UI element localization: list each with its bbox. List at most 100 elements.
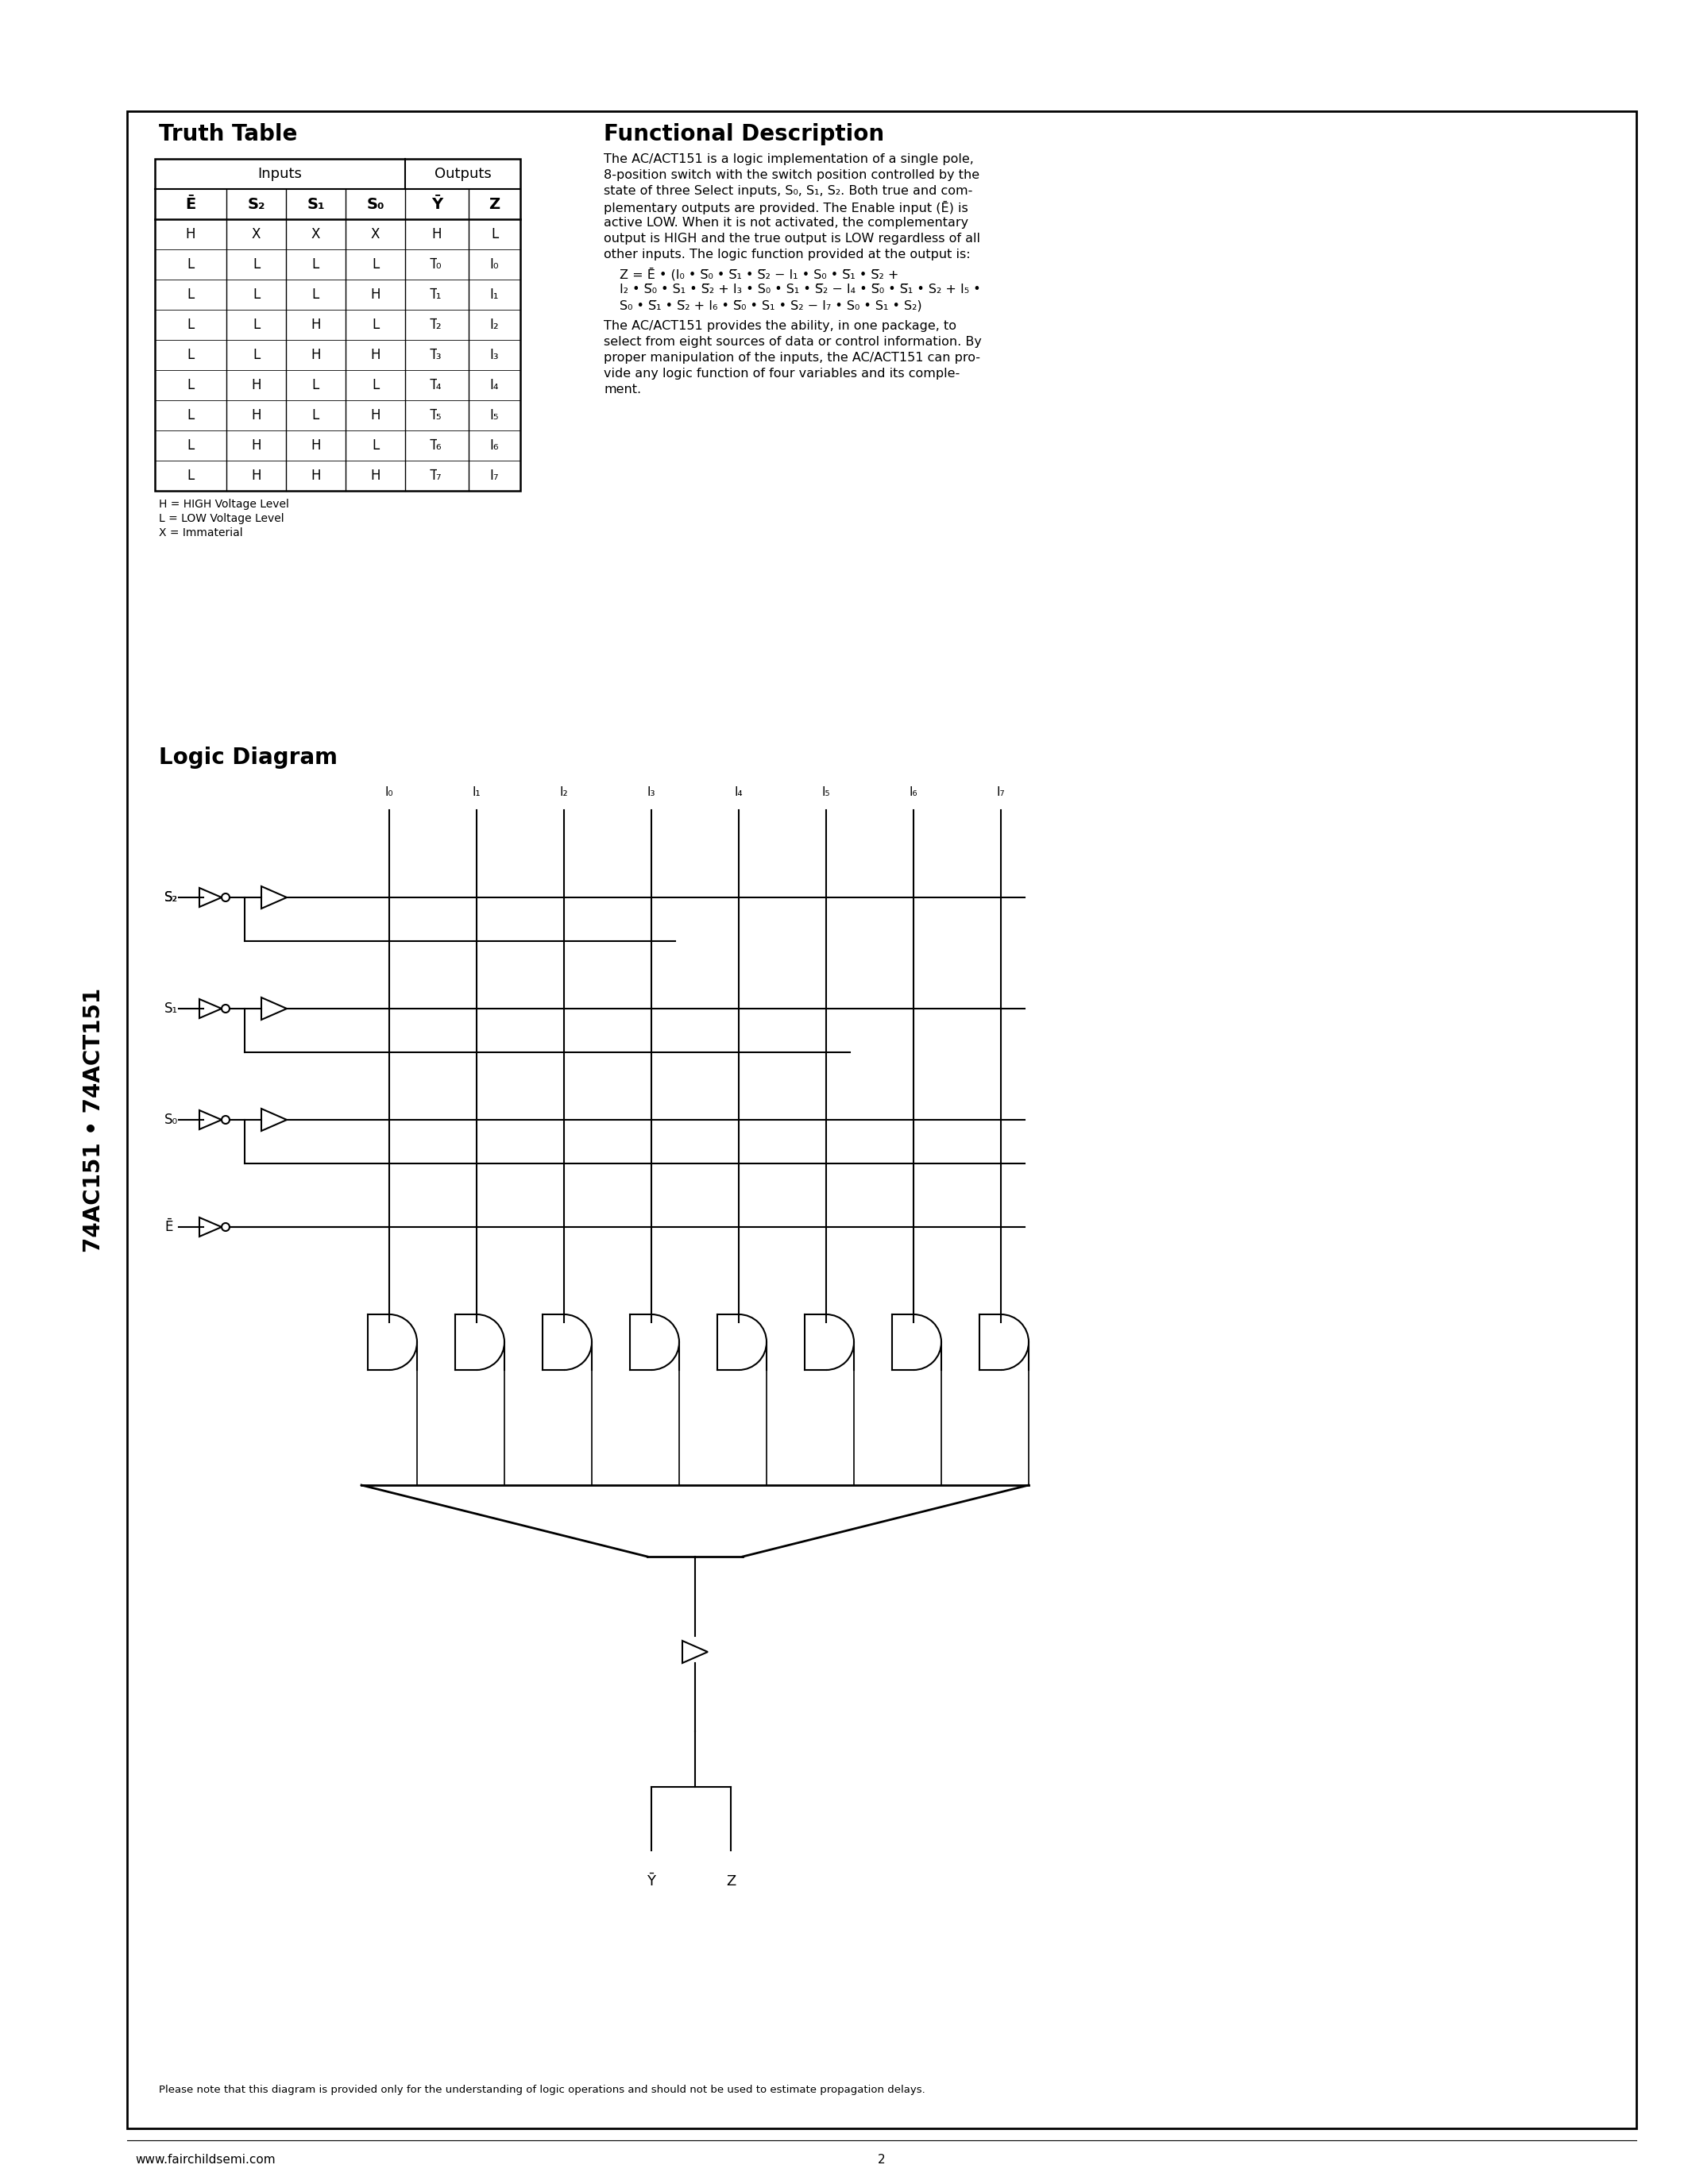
Text: L: L — [312, 408, 319, 422]
Text: H: H — [432, 227, 442, 242]
Text: The AC/ACT151 provides the ability, in one package, to: The AC/ACT151 provides the ability, in o… — [604, 321, 957, 332]
Text: Truth Table: Truth Table — [159, 122, 297, 146]
Text: L: L — [312, 378, 319, 393]
Text: I₅: I₅ — [822, 786, 830, 797]
Text: I₂ • S̅₀ • S₁ • S̅₂ + I₃ • S₀ • S₁ • S̅₂ − I₄ • S̅₀ • S̅₁ • S₂ + I₅ •: I₂ • S̅₀ • S₁ • S̅₂ + I₃ • S₀ • S₁ • S̅₂… — [619, 284, 981, 295]
Text: proper manipulation of the inputs, the AC/ACT151 can pro-: proper manipulation of the inputs, the A… — [604, 352, 981, 365]
Text: S₁: S₁ — [307, 197, 324, 212]
Bar — [127, 111, 1636, 2129]
Text: www.fairchildsemi.com: www.fairchildsemi.com — [135, 2153, 275, 2167]
Text: H: H — [252, 470, 262, 483]
Text: L: L — [371, 439, 380, 452]
Text: I̅₂: I̅₂ — [432, 317, 442, 332]
Text: L: L — [253, 317, 260, 332]
Text: I₂: I₂ — [490, 317, 500, 332]
Text: Inputs: Inputs — [258, 166, 302, 181]
Bar — [155, 159, 520, 491]
Text: 8-position switch with the switch position controlled by the: 8-position switch with the switch positi… — [604, 168, 979, 181]
Text: L: L — [491, 227, 498, 242]
Text: S₂: S₂ — [164, 891, 179, 904]
Text: plementary outputs are provided. The Enable input (Ē) is: plementary outputs are provided. The Ena… — [604, 201, 969, 214]
Text: I₇: I₇ — [996, 786, 1004, 797]
Text: L: L — [187, 439, 194, 452]
Text: Logic Diagram: Logic Diagram — [159, 747, 338, 769]
Text: H: H — [186, 227, 196, 242]
Text: H: H — [252, 439, 262, 452]
Text: L: L — [187, 258, 194, 271]
Text: S₂: S₂ — [246, 197, 265, 212]
Text: L: L — [187, 470, 194, 483]
Text: I̅₀: I̅₀ — [432, 258, 442, 271]
Text: I₆: I₆ — [490, 439, 500, 452]
Text: L: L — [187, 317, 194, 332]
Text: X = Immaterial: X = Immaterial — [159, 526, 243, 539]
Text: H: H — [311, 317, 321, 332]
Text: L: L — [187, 378, 194, 393]
Text: S₂: S₂ — [164, 891, 179, 904]
Text: I̅₇: I̅₇ — [432, 470, 442, 483]
Text: L: L — [371, 258, 380, 271]
Text: 74AC151 • 74ACT151: 74AC151 • 74ACT151 — [83, 987, 105, 1251]
Text: H: H — [311, 347, 321, 363]
Text: H: H — [370, 288, 380, 301]
Text: select from eight sources of data or control information. By: select from eight sources of data or con… — [604, 336, 982, 347]
Text: I̅₃: I̅₃ — [432, 347, 442, 363]
Text: ment.: ment. — [604, 384, 641, 395]
Text: Z: Z — [490, 197, 500, 212]
Text: X: X — [252, 227, 260, 242]
Text: H: H — [311, 439, 321, 452]
Text: L: L — [253, 288, 260, 301]
Text: I₄: I₄ — [490, 378, 500, 393]
Text: I₀: I₀ — [385, 786, 393, 797]
Text: H: H — [252, 378, 262, 393]
Text: Ē: Ē — [164, 1221, 172, 1234]
Text: I₀: I₀ — [490, 258, 500, 271]
Text: I₄: I₄ — [734, 786, 743, 797]
Text: H: H — [370, 470, 380, 483]
Text: S₀: S₀ — [164, 1112, 179, 1127]
Text: Please note that this diagram is provided only for the understanding of logic op: Please note that this diagram is provide… — [159, 2086, 925, 2094]
Text: L: L — [253, 258, 260, 271]
Text: Z: Z — [726, 1874, 736, 1889]
Text: X: X — [371, 227, 380, 242]
Text: I̅₅: I̅₅ — [432, 408, 442, 422]
Text: state of three Select inputs, S₀, S₁, S₂. Both true and com-: state of three Select inputs, S₀, S₁, S₂… — [604, 186, 972, 197]
Text: H: H — [370, 408, 380, 422]
Text: 2: 2 — [878, 2153, 886, 2167]
Text: L: L — [371, 317, 380, 332]
Text: L: L — [187, 408, 194, 422]
Text: I₃: I₃ — [647, 786, 655, 797]
Text: Functional Description: Functional Description — [604, 122, 885, 146]
Text: I₆: I₆ — [910, 786, 918, 797]
Text: Z = Ē • (I₀ • S̅₀ • S̅₁ • S̅₂ − I₁ • S₀ • S̅₁ • S̅₂ +: Z = Ē • (I₀ • S̅₀ • S̅₁ • S̅₂ − I₁ • S₀ … — [619, 269, 898, 282]
Text: H: H — [252, 408, 262, 422]
Text: I₂: I₂ — [560, 786, 569, 797]
Text: I₁: I₁ — [473, 786, 481, 797]
Text: S₀ • S̅₁ • S̅₂ + I₆ • S̅₀ • S₁ • S₂ − I₇ • S₀ • S₁ • S₂): S₀ • S̅₁ • S̅₂ + I₆ • S̅₀ • S₁ • S₂ − I₇… — [619, 299, 922, 312]
Text: The AC/ACT151 is a logic implementation of a single pole,: The AC/ACT151 is a logic implementation … — [604, 153, 974, 166]
Text: S₁: S₁ — [164, 1002, 177, 1016]
Text: X: X — [311, 227, 321, 242]
Text: H: H — [370, 347, 380, 363]
Text: L: L — [371, 378, 380, 393]
Text: L: L — [312, 258, 319, 271]
Text: other inputs. The logic function provided at the output is:: other inputs. The logic function provide… — [604, 249, 971, 260]
Text: Outputs: Outputs — [434, 166, 491, 181]
Text: Ē: Ē — [186, 197, 196, 212]
Text: Ȳ: Ȳ — [647, 1874, 655, 1889]
Text: L: L — [253, 347, 260, 363]
Text: S₀: S₀ — [366, 197, 385, 212]
Text: L: L — [187, 347, 194, 363]
Text: active LOW. When it is not activated, the complementary: active LOW. When it is not activated, th… — [604, 216, 969, 229]
Text: vide any logic function of four variables and its comple-: vide any logic function of four variable… — [604, 367, 960, 380]
Text: I̅₄: I̅₄ — [432, 378, 442, 393]
Text: I₁: I₁ — [490, 288, 500, 301]
Text: H: H — [311, 470, 321, 483]
Text: L: L — [187, 288, 194, 301]
Text: L: L — [312, 288, 319, 301]
Text: output is HIGH and the true output is LOW regardless of all: output is HIGH and the true output is LO… — [604, 234, 981, 245]
Text: I̅₆: I̅₆ — [432, 439, 442, 452]
Text: I̅₁: I̅₁ — [432, 288, 442, 301]
Text: Ȳ: Ȳ — [432, 197, 442, 212]
Text: I₅: I₅ — [490, 408, 500, 422]
